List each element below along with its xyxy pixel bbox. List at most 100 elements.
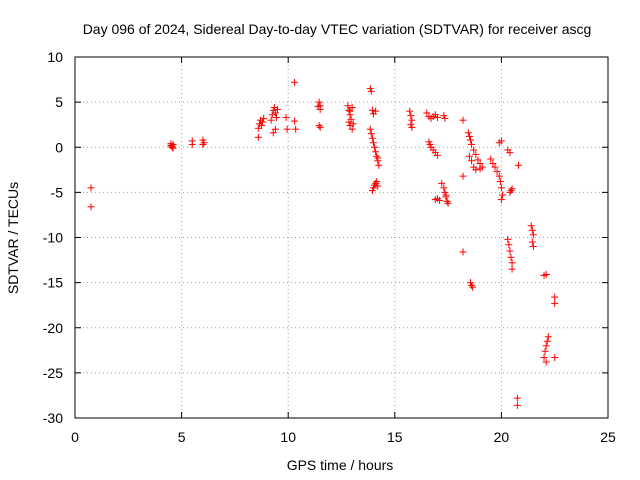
data-point — [270, 104, 278, 112]
data-point — [188, 141, 196, 149]
data-point — [291, 78, 299, 86]
data-point — [271, 125, 279, 133]
data-point — [542, 358, 550, 366]
data-point — [367, 130, 375, 138]
x-tick-label: 15 — [387, 429, 403, 445]
data-point — [444, 199, 452, 207]
data-point — [493, 168, 501, 176]
x-axis-tick-labels: 0 5 10 15 20 25 — [71, 429, 616, 445]
data-point — [374, 154, 382, 162]
data-point — [407, 112, 415, 120]
data-point — [373, 152, 381, 160]
data-point — [487, 155, 495, 163]
data-point — [423, 109, 431, 117]
x-axis-label: GPS time / hours — [287, 457, 394, 473]
data-point — [540, 354, 548, 362]
data-point — [468, 141, 476, 149]
data-point — [529, 243, 537, 251]
data-point — [271, 109, 279, 117]
data-point — [529, 231, 537, 239]
data-point — [367, 87, 375, 95]
data-point — [508, 185, 516, 193]
data-point — [465, 152, 473, 160]
data-point — [506, 188, 514, 196]
data-point — [469, 283, 477, 291]
x-tick-label: 10 — [280, 429, 296, 445]
data-point — [433, 151, 441, 159]
data-point — [368, 106, 376, 114]
data-point — [369, 139, 377, 147]
data-point — [87, 184, 95, 192]
data-point — [436, 196, 444, 204]
data-point — [464, 129, 472, 137]
data-point — [497, 196, 505, 204]
data-point — [346, 107, 354, 115]
data-point — [348, 104, 356, 112]
y-tick-label: 0 — [55, 139, 63, 155]
data-point — [470, 163, 478, 171]
data-point — [513, 401, 521, 409]
data-points — [87, 78, 559, 409]
data-point — [528, 226, 536, 234]
data-point — [443, 197, 451, 205]
data-point — [254, 133, 262, 141]
data-point — [470, 146, 478, 154]
data-point — [442, 191, 450, 199]
data-point — [542, 271, 550, 279]
axis-ticks — [74, 56, 609, 419]
data-point — [408, 116, 416, 124]
data-point — [514, 161, 522, 169]
data-point — [168, 143, 176, 151]
data-point — [507, 187, 515, 195]
data-point — [508, 265, 516, 273]
data-point — [291, 117, 299, 125]
grid-lines — [75, 57, 608, 418]
data-point — [87, 203, 95, 211]
data-point — [260, 114, 268, 122]
data-point — [258, 122, 266, 130]
data-point — [345, 118, 353, 126]
data-point — [316, 105, 324, 113]
data-point — [292, 125, 300, 133]
data-point — [315, 98, 323, 106]
data-point — [507, 253, 515, 261]
data-point — [369, 110, 377, 118]
data-point — [459, 248, 467, 256]
data-point — [259, 118, 267, 126]
data-point — [274, 105, 282, 113]
y-axis-tick-labels: 10 5 0 -5 -10 -15 -20 -25 -30 — [43, 49, 63, 426]
data-point — [440, 184, 448, 192]
data-point — [551, 354, 559, 362]
data-point — [543, 337, 551, 345]
data-point — [506, 247, 514, 255]
data-point — [200, 139, 208, 147]
data-point — [468, 281, 476, 289]
chart-title: Day 096 of 2024, Sidereal Day-to-day VTE… — [83, 21, 592, 37]
data-point — [371, 143, 379, 151]
data-point — [438, 179, 446, 187]
data-point — [375, 161, 383, 169]
data-point — [505, 241, 513, 249]
data-point — [346, 122, 354, 130]
data-point — [267, 116, 275, 124]
y-tick-label: -30 — [43, 410, 63, 426]
data-point — [374, 182, 382, 190]
y-tick-label: -25 — [43, 365, 63, 381]
y-tick-label: -15 — [43, 275, 63, 291]
data-point — [268, 111, 276, 119]
data-point — [527, 222, 535, 230]
data-point — [316, 123, 324, 131]
data-point — [542, 342, 550, 350]
data-point — [465, 132, 473, 140]
data-point — [497, 184, 505, 192]
data-point — [528, 238, 536, 246]
x-tick-label: 5 — [178, 429, 186, 445]
data-point — [541, 347, 549, 355]
data-point — [408, 123, 416, 131]
data-point — [544, 333, 552, 341]
data-point — [472, 150, 480, 158]
data-point — [506, 149, 514, 157]
data-point — [489, 159, 497, 167]
data-point — [459, 116, 467, 124]
